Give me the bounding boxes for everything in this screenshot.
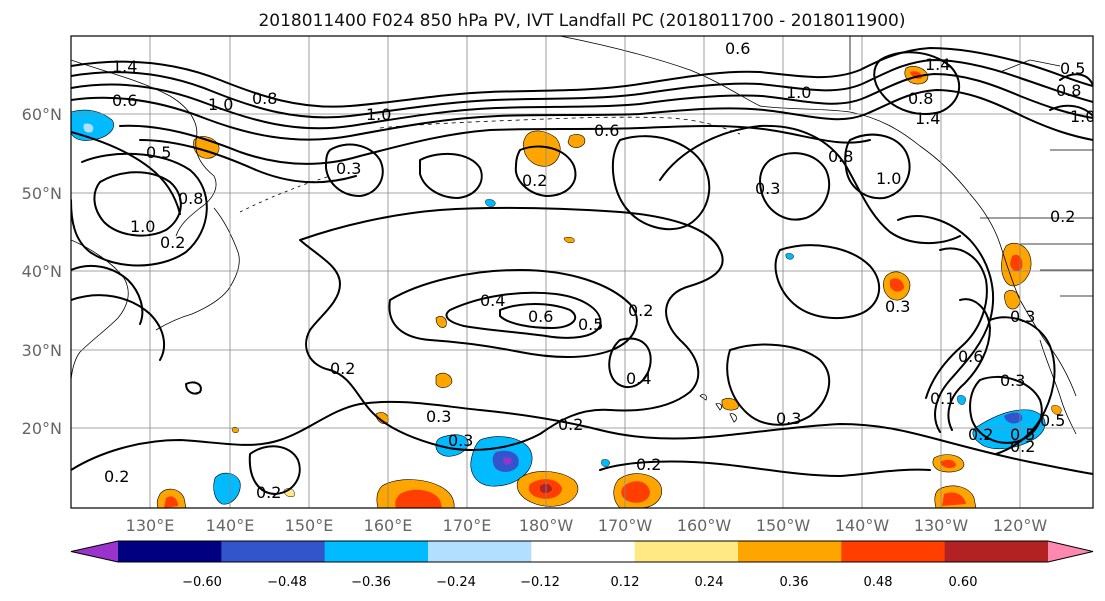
colorbar: −0.60 −0.48 −0.36 −0.24 −0.12 0.12 0.24 … [70, 540, 1094, 590]
contour-label: 0.2 [1050, 207, 1075, 226]
contour-label: 0.5 [578, 315, 603, 334]
map-panel: 1.4 0.6 1.0 0.8 0.5 0.8 1.0 1.0 0.3 0.2 … [71, 36, 1095, 508]
colorbar-tick-label: −0.48 [267, 575, 307, 590]
contour-label: 1.0 [876, 169, 901, 188]
contour-label: 1.0 [786, 83, 811, 102]
contour-label: 0.5 [1010, 425, 1035, 444]
contour-label: 0.8 [252, 89, 277, 108]
colorbar-tick-label: 0.12 [611, 575, 640, 590]
contour-label: 0.4 [626, 369, 651, 388]
contour-label: 0.8 [828, 147, 853, 166]
colorbar-swatch [944, 541, 1049, 562]
lon-label: 130°E [126, 516, 175, 535]
colorbar-tick-label: −0.60 [182, 575, 222, 590]
figure-title: 2018011400 F024 850 hPa PV, IVT Landfall… [258, 11, 905, 31]
colorbar-tick-label: 0.60 [949, 575, 978, 590]
lon-label: 140°E [206, 516, 255, 535]
lon-label: 160°E [364, 516, 413, 535]
contour-label: 0.5 [1060, 59, 1085, 78]
contour-label: 0.3 [426, 407, 451, 426]
map-frame [70, 35, 1094, 509]
contour-label: 0.2 [558, 415, 583, 434]
colorbar-swatch [428, 541, 532, 562]
colorbar-ticks: −0.60 −0.48 −0.36 −0.24 −0.12 0.12 0.24 … [182, 575, 977, 590]
colorbar-tick-label: −0.24 [436, 575, 476, 590]
colorbar-extend-min [71, 541, 118, 562]
contour-label: 0.2 [968, 425, 993, 444]
contour-label: 0.3 [448, 431, 473, 450]
colorbar-swatch [324, 541, 429, 562]
latitude-labels: 60°N 50°N 40°N 30°N 20°N [22, 105, 62, 438]
longitude-labels: 130°E 140°E 150°E 160°E 170°E 180°W 170°… [126, 516, 1048, 535]
lon-label: 180°W [519, 516, 574, 535]
contour-label: 0.2 [1010, 437, 1035, 456]
contour-label: 1.0 [1070, 107, 1095, 126]
contour-label: 0.3 [776, 409, 801, 428]
lon-label: 130°W [914, 516, 969, 535]
contour-label: 1.0 [130, 217, 155, 236]
contour-label: 0.3 [1000, 371, 1025, 390]
contour-label: 0.6 [528, 307, 553, 326]
lat-label: 60°N [22, 105, 62, 124]
pv-shading [71, 66, 1062, 508]
contour-labels: 1.4 0.6 1.0 0.8 0.5 0.8 1.0 1.0 0.3 0.2 … [104, 39, 1095, 502]
contour-label: 0.6 [725, 39, 750, 58]
contour-label: 0.6 [958, 347, 983, 366]
colorbar-swatch [634, 541, 739, 562]
lon-label: 160°W [677, 516, 732, 535]
contour-label: 0.2 [330, 359, 355, 378]
contour-label: 0.2 [160, 233, 185, 252]
contour-label: 1.4 [915, 109, 940, 128]
colorbar-tick-label: 0.36 [780, 575, 809, 590]
contour-label: 1.0 [366, 105, 391, 124]
lon-label: 150°W [756, 516, 811, 535]
lon-label: 140°W [835, 516, 890, 535]
contour-label: 1.4 [925, 55, 950, 74]
colorbar-outline [70, 540, 1094, 563]
lat-label: 50°N [22, 184, 62, 203]
contour-label: 0.8 [178, 189, 203, 208]
contour-label: 0.8 [1056, 81, 1081, 100]
contour-label: 1.4 [112, 57, 137, 76]
colorbar-extend-max [1048, 541, 1093, 562]
contour-label: 0.8 [908, 89, 933, 108]
lon-label: 170°E [443, 516, 492, 535]
contour-label: 0.5 [146, 143, 171, 162]
contour-label: 0.2 [256, 483, 281, 502]
colorbar-swatch [221, 541, 326, 562]
colorbar-swatch [841, 541, 946, 562]
contour-label: 0.6 [594, 121, 619, 140]
contour-label: 0.3 [885, 297, 910, 316]
contour-label: 0.2 [628, 301, 653, 320]
colorbar-tick-label: −0.36 [351, 575, 391, 590]
colorbar-tick-label: 0.48 [864, 575, 893, 590]
lat-label: 40°N [22, 262, 62, 281]
contour-label: 0.3 [1010, 307, 1035, 326]
colorbar-swatches [70, 540, 1094, 563]
contour-label: 0.3 [336, 159, 361, 178]
colorbar-tick-label: 0.24 [695, 575, 724, 590]
contour-label: 0.3 [755, 179, 780, 198]
contour-label: 0.1 [930, 389, 955, 408]
lat-label: 20°N [22, 419, 62, 438]
colorbar-tick-label: −0.12 [520, 575, 560, 590]
contour-label: 0.2 [522, 171, 547, 190]
contour-label: 0.2 [104, 467, 129, 486]
lon-label: 150°E [285, 516, 334, 535]
contour-label: 0.2 [636, 455, 661, 474]
colorbar-swatch [118, 541, 222, 562]
colorbar-swatch [738, 541, 842, 562]
lat-label: 30°N [22, 341, 62, 360]
lon-label: 120°W [993, 516, 1048, 535]
contour-label: 0.5 [1040, 411, 1065, 430]
lon-label: 170°W [598, 516, 653, 535]
contour-label: 0.4 [480, 291, 505, 310]
pv-contours [71, 47, 1093, 495]
contour-label: 0.6 [112, 91, 137, 110]
colorbar-swatch [531, 541, 636, 562]
coastlines [71, 36, 1093, 435]
contour-label: 1.0 [208, 95, 233, 114]
